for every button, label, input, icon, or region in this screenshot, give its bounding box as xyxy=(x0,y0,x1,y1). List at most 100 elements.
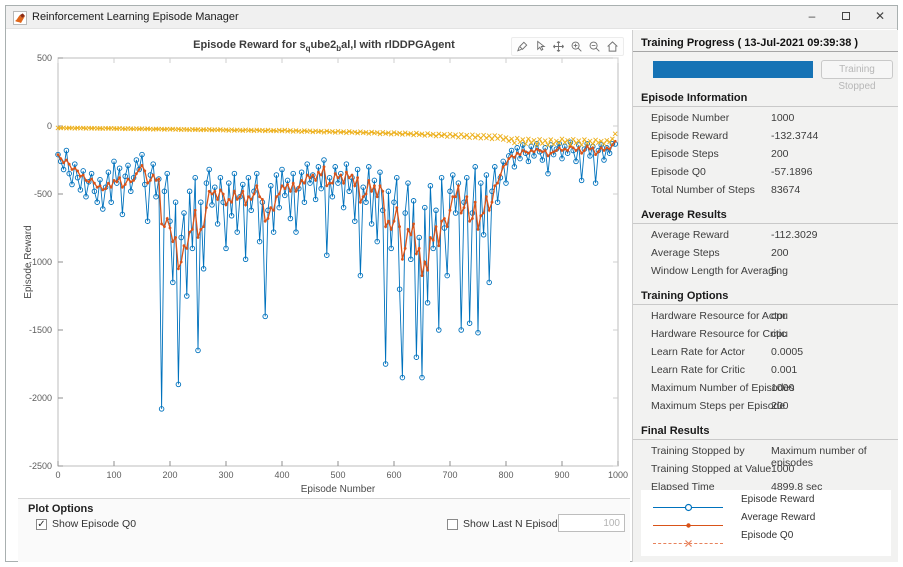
axes-toolbar xyxy=(511,37,624,56)
section-episode-information: Episode InformationEpisode Number1000Epi… xyxy=(633,86,898,199)
svg-text:0: 0 xyxy=(55,470,60,480)
info-row: Maximum Number of Episodes1000 xyxy=(633,379,898,397)
row-label: Hardware Resource for Actor xyxy=(651,310,786,322)
legend-item: Episode Q0 xyxy=(653,536,723,550)
row-label: Episode Q0 xyxy=(651,166,706,178)
row-label: Training Stopped by xyxy=(651,445,745,457)
section-average-results: Average ResultsAverage Reward-112.3029Av… xyxy=(633,203,898,280)
row-value: 5 xyxy=(771,265,777,277)
last-n-episodes-input[interactable] xyxy=(558,514,625,532)
row-value: cpu xyxy=(771,310,788,322)
training-progress-bar xyxy=(653,61,813,78)
row-label: Window Length for Averaging xyxy=(651,265,788,277)
info-row: Episode Steps 200 xyxy=(633,145,898,163)
training-stopped-button[interactable]: Training Stopped xyxy=(821,60,893,79)
info-row: Episode Q0 -57.1896 xyxy=(633,163,898,181)
row-label: Hardware Resource for Critic xyxy=(651,328,786,340)
svg-text:300: 300 xyxy=(218,470,233,480)
row-value: -132.3744 xyxy=(771,130,818,142)
training-progress-panel: Training Progress ( 13-Jul-2021 09:39:38… xyxy=(632,30,898,562)
episode-reward-chart[interactable]: 010020030040050060070080090010005000-500… xyxy=(18,31,630,498)
training-progress-header: Training Progress ( 13-Jul-2021 09:39:38… xyxy=(641,37,858,49)
info-row: Hardware Resource for Actorcpu xyxy=(633,307,898,325)
section-title: Final Results xyxy=(633,419,898,439)
info-row: Maximum Steps per Episode200 xyxy=(633,397,898,415)
show-last-n-label: Show Last N Episodes xyxy=(463,518,569,530)
legend-label: Episode Q0 xyxy=(741,530,793,541)
row-label: Learn Rate for Critic xyxy=(651,364,745,376)
chart-svg: 010020030040050060070080090010005000-500… xyxy=(18,31,630,498)
show-last-n-row: Show Last N Episodes xyxy=(447,518,569,530)
row-label: Episode Steps xyxy=(651,148,719,160)
close-button[interactable]: ✕ xyxy=(863,6,897,29)
section-divider xyxy=(633,223,898,224)
legend-label: Episode Reward xyxy=(741,494,814,505)
svg-text:500: 500 xyxy=(37,53,52,63)
section-title: Episode Information xyxy=(633,86,898,106)
info-row: Hardware Resource for Criticcpu xyxy=(633,325,898,343)
info-row: Average Reward-112.3029 xyxy=(633,226,898,244)
section-title: Training Options xyxy=(633,284,898,304)
info-row: Training Stopped at Value1000 xyxy=(633,460,898,478)
section-divider xyxy=(633,439,898,440)
section-final-results: Final Results Training Stopped byMaximum … xyxy=(633,419,898,496)
row-label: Learn Rate for Actor xyxy=(651,346,745,358)
info-row: Learn Rate for Critic 0.001 xyxy=(633,361,898,379)
header-divider xyxy=(633,51,898,52)
info-row: Learn Rate for Actor 0.0005 xyxy=(633,343,898,361)
svg-text:600: 600 xyxy=(386,470,401,480)
row-value: 200 xyxy=(771,247,789,259)
row-value: 200 xyxy=(771,148,789,160)
row-label: Average Steps xyxy=(651,247,720,259)
row-label: Episode Reward xyxy=(651,130,728,142)
info-sections: Episode InformationEpisode Number1000Epi… xyxy=(633,86,898,500)
episode-manager-window: Reinforcement Learning Episode Manager –… xyxy=(5,5,898,562)
info-row: Training Stopped byMaximum number of epi… xyxy=(633,442,898,460)
legend-line xyxy=(653,543,723,544)
show-last-n-checkbox[interactable] xyxy=(447,519,458,530)
titlebar[interactable]: Reinforcement Learning Episode Manager –… xyxy=(6,6,897,29)
legend-line xyxy=(653,525,723,526)
app-root: Reinforcement Learning Episode Manager –… xyxy=(0,0,903,567)
zoom-out-icon[interactable] xyxy=(587,39,602,54)
info-row: Episode Reward -132.3744 xyxy=(633,127,898,145)
svg-text:-2000: -2000 xyxy=(29,393,52,403)
row-label: Training Stopped at Value xyxy=(651,463,771,475)
info-row: Window Length for Averaging5 xyxy=(633,262,898,280)
show-episode-q0-row: ✓ Show Episode Q0 xyxy=(36,518,136,530)
progress-bar-fill xyxy=(653,61,813,78)
svg-text:0: 0 xyxy=(47,121,52,131)
legend-line xyxy=(653,507,723,508)
info-row: Episode Number1000 xyxy=(633,109,898,127)
svg-text:1000: 1000 xyxy=(608,470,628,480)
info-row: Total Number of Steps83674 xyxy=(633,181,898,199)
chart-legend: Episode Reward Average Reward Episode Q0 xyxy=(641,490,891,556)
legend-item: Average Reward xyxy=(653,518,723,532)
window-controls: – ✕ xyxy=(795,6,897,29)
minimize-button[interactable]: – xyxy=(795,6,829,29)
maximize-button[interactable] xyxy=(829,6,863,29)
row-value: 1000 xyxy=(771,382,794,394)
pan-icon[interactable] xyxy=(551,39,566,54)
datatips-icon[interactable] xyxy=(533,39,548,54)
brush-icon[interactable] xyxy=(515,39,530,54)
row-value: 83674 xyxy=(771,184,800,196)
row-value: 0.0005 xyxy=(771,346,803,358)
restore-view-icon[interactable] xyxy=(605,39,620,54)
row-value: -57.1896 xyxy=(771,166,812,178)
row-label: Episode Number xyxy=(651,112,729,124)
window-title: Reinforcement Learning Episode Manager xyxy=(32,6,239,29)
legend-marker xyxy=(683,521,693,531)
show-episode-q0-checkbox[interactable]: ✓ xyxy=(36,519,47,530)
info-row: Average Steps 200 xyxy=(633,244,898,262)
plot-options-header: Plot Options xyxy=(28,503,93,515)
zoom-in-icon[interactable] xyxy=(569,39,584,54)
svg-text:-2500: -2500 xyxy=(29,461,52,471)
svg-text:100: 100 xyxy=(106,470,121,480)
row-value: 200 xyxy=(771,400,789,412)
row-value: 0.001 xyxy=(771,364,797,376)
svg-text:-1500: -1500 xyxy=(29,325,52,335)
figure-area: 010020030040050060070080090010005000-500… xyxy=(18,31,630,498)
row-label: Average Reward xyxy=(651,229,729,241)
show-episode-q0-label: Show Episode Q0 xyxy=(52,518,136,530)
